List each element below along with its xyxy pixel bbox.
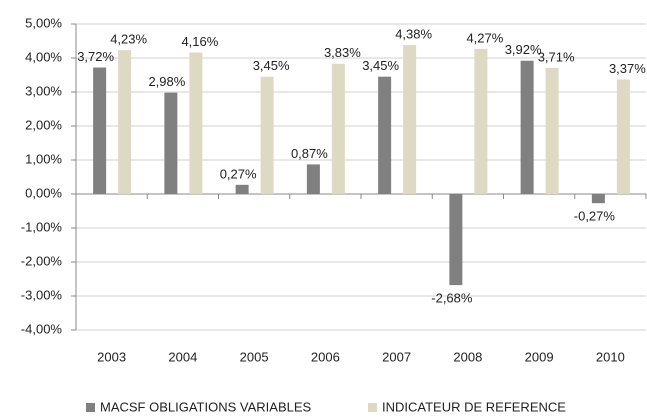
y-tick-label: -3,00% bbox=[21, 287, 63, 302]
bar bbox=[474, 48, 488, 194]
bar bbox=[449, 194, 463, 286]
legend-label: MACSF OBLIGATIONS VARIABLES bbox=[100, 399, 312, 414]
x-tick-label: 2010 bbox=[596, 349, 625, 364]
bar bbox=[235, 184, 249, 194]
x-tick-label: 2004 bbox=[168, 349, 197, 364]
bar bbox=[164, 92, 178, 194]
y-tick-label: 2,00% bbox=[25, 117, 62, 132]
x-tick-label: 2008 bbox=[453, 349, 482, 364]
bar bbox=[403, 45, 417, 194]
legend-swatch bbox=[86, 403, 95, 412]
bar bbox=[118, 50, 132, 195]
y-tick-label: -4,00% bbox=[21, 321, 63, 336]
x-tick-label: 2006 bbox=[311, 349, 340, 364]
x-tick-label: 2009 bbox=[525, 349, 554, 364]
value-label: 0,27% bbox=[220, 166, 257, 181]
value-label: -0,27% bbox=[574, 209, 616, 224]
value-label: 2,98% bbox=[148, 74, 185, 89]
legend-swatch bbox=[368, 403, 377, 412]
value-label: 3,45% bbox=[253, 58, 290, 73]
bar bbox=[260, 76, 274, 194]
x-tick-label: 2007 bbox=[382, 349, 411, 364]
y-tick-label: -2,00% bbox=[21, 253, 63, 268]
bar bbox=[616, 79, 630, 194]
y-tick-label: 0,00% bbox=[25, 185, 62, 200]
value-label: 4,16% bbox=[181, 34, 218, 49]
bar bbox=[545, 67, 559, 194]
legend-label: INDICATEUR DE REFERENCE bbox=[382, 399, 566, 414]
value-label: 3,45% bbox=[362, 58, 399, 73]
bar bbox=[93, 67, 107, 194]
value-label: 3,37% bbox=[609, 61, 646, 76]
value-label: 4,23% bbox=[110, 32, 147, 47]
value-label: 3,72% bbox=[77, 49, 114, 64]
bar bbox=[306, 164, 320, 194]
value-label: 4,27% bbox=[466, 30, 503, 45]
y-tick-label: 3,00% bbox=[25, 83, 62, 98]
y-tick-label: -1,00% bbox=[21, 219, 63, 234]
value-label: 3,83% bbox=[324, 45, 361, 60]
x-tick-label: 2005 bbox=[240, 349, 269, 364]
value-label: 3,92% bbox=[505, 42, 542, 57]
bar bbox=[189, 52, 203, 195]
y-tick-label: 5,00% bbox=[25, 15, 62, 30]
bar bbox=[591, 194, 605, 204]
value-label: 0,87% bbox=[291, 146, 328, 161]
x-tick-label: 2003 bbox=[97, 349, 126, 364]
value-label: 3,71% bbox=[538, 49, 575, 64]
y-tick-label: 1,00% bbox=[25, 151, 62, 166]
bar bbox=[520, 60, 534, 194]
bar bbox=[331, 63, 345, 194]
bar bbox=[378, 76, 392, 194]
value-label: -2,68% bbox=[431, 291, 473, 306]
value-label: 4,38% bbox=[395, 27, 432, 42]
y-tick-label: 4,00% bbox=[25, 49, 62, 64]
